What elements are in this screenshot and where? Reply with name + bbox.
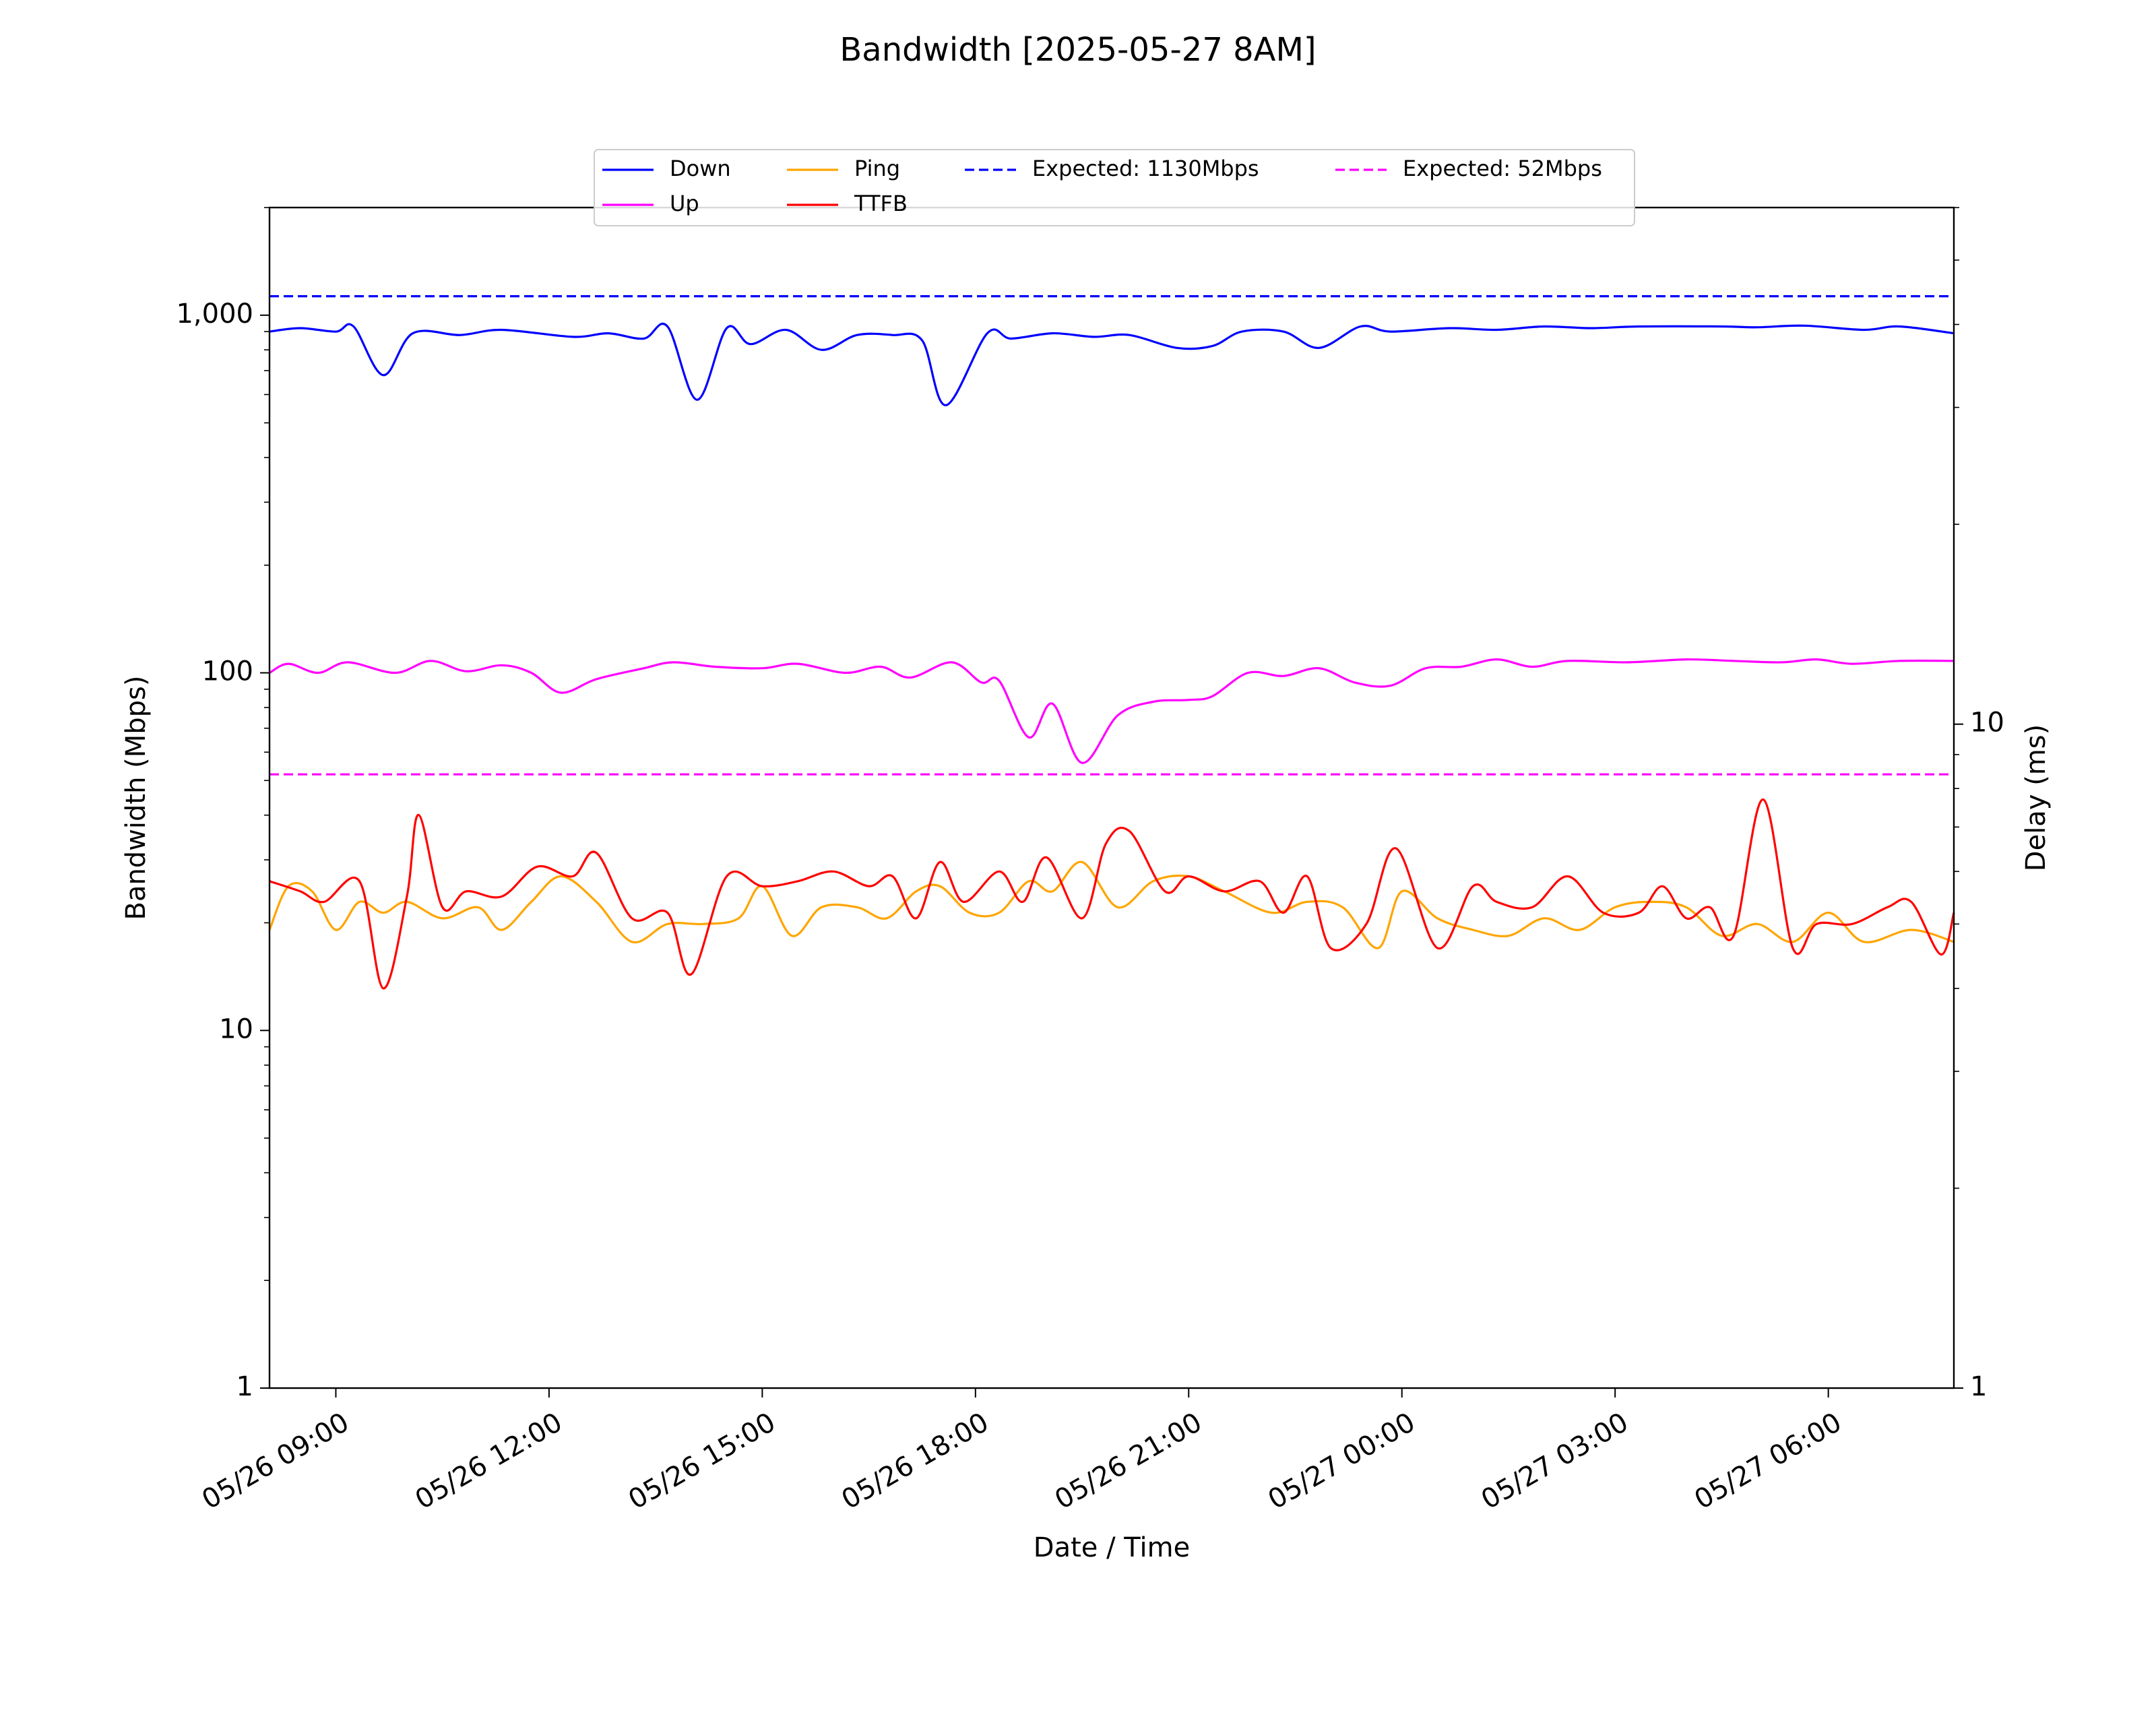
y-tick-label: 100: [202, 656, 253, 687]
legend: Down Up Ping TTFB Expected: 1130Mbps Expected…: [594, 149, 1635, 226]
x-tick-label: 05/27 06:00: [1689, 1407, 1847, 1515]
legend-label-ttfb: TTFB: [854, 191, 908, 216]
legend-label-down: Down: [670, 156, 731, 181]
series-line-ttfb: [269, 798, 1955, 990]
series-line-ping: [268, 860, 1955, 949]
series-line-up: [269, 658, 1955, 764]
chart-title: Bandwidth [2025-05-27 8AM]: [839, 31, 1316, 69]
axes: 05/26 09:00 05/26 12:00 05/26 15:00 05/26 1…: [176, 207, 2004, 1515]
x-axis-label: Date / Time: [1034, 1532, 1190, 1563]
plot-area: [268, 295, 1955, 990]
legend-label-expected-52mbps: Expected: 52Mbps: [1403, 156, 1602, 181]
legend-box: [594, 149, 1635, 226]
x-tick-label: 05/26 15:00: [623, 1407, 781, 1515]
y-tick-label: 10: [219, 1013, 253, 1044]
legend-label-ping: Ping: [854, 156, 900, 181]
y-tick-label: 1,000: [176, 299, 253, 330]
legend-label-expected-1130mbps: Expected: 1130Mbps: [1032, 156, 1259, 181]
y-axis-label: Bandwidth (Mbps): [121, 675, 152, 920]
y2-axis-label: Delay (ms): [2021, 724, 2052, 871]
series-line-down: [269, 322, 1955, 406]
x-tick-label: 05/27 00:00: [1263, 1407, 1420, 1515]
plot-frame: [268, 206, 1955, 1389]
x-tick-label: 05/26 18:00: [837, 1407, 994, 1515]
y2-tick-label: 1: [1970, 1371, 1987, 1402]
x-tick-label: 05/26 09:00: [197, 1407, 354, 1515]
legend-label-up: Up: [670, 191, 699, 216]
x-tick-label: 05/27 03:00: [1476, 1407, 1634, 1515]
x-tick-label: 05/26 21:00: [1050, 1407, 1207, 1515]
x-tick-label: 05/26 12:00: [410, 1407, 568, 1515]
y2-tick-label: 10: [1970, 708, 2004, 739]
y-tick-label: 1: [236, 1371, 253, 1402]
